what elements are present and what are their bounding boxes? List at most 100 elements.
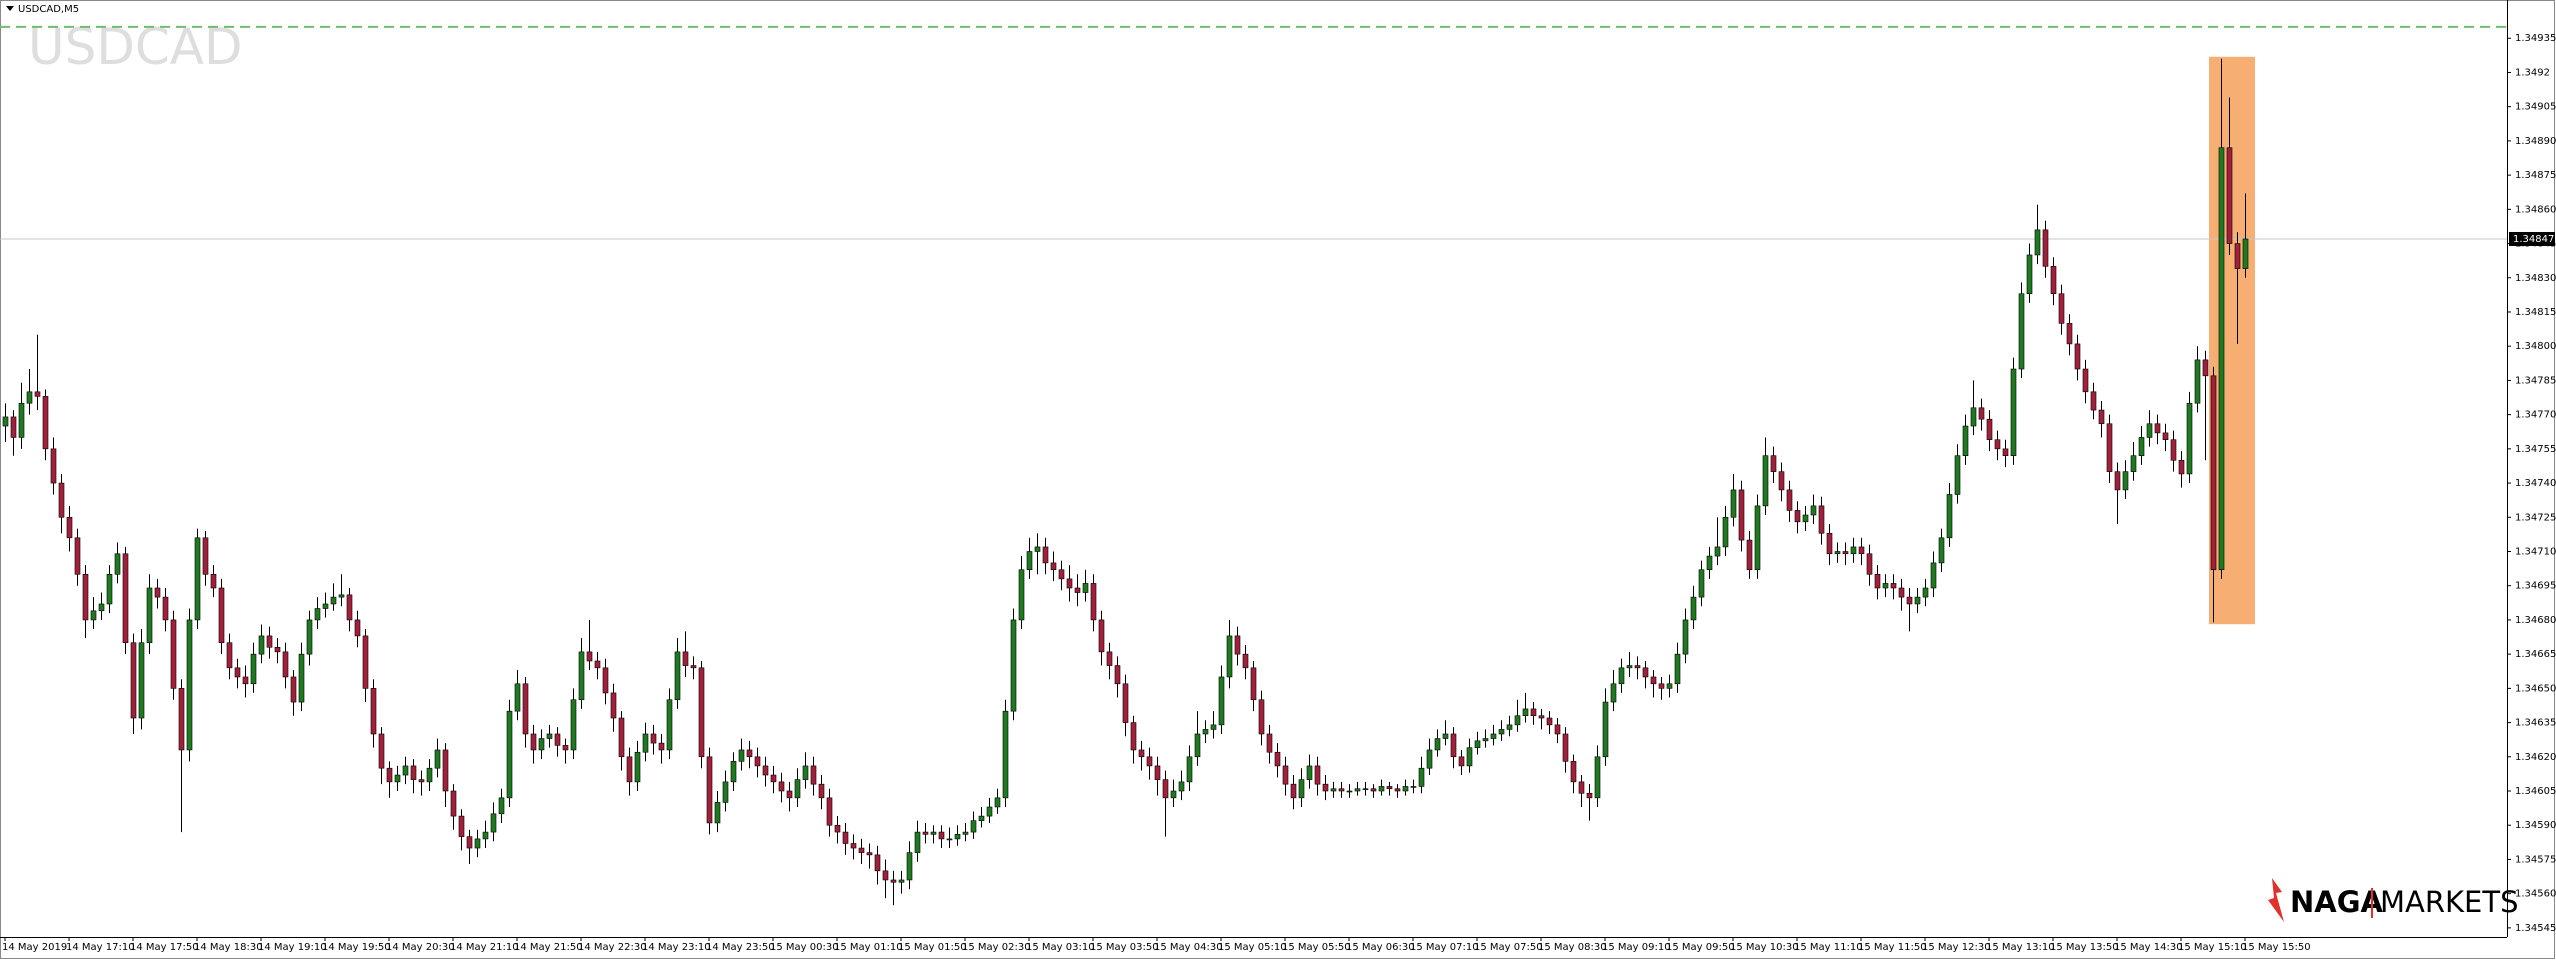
candle-body — [2066, 323, 2073, 345]
y-tick-label: 1.34905 — [2515, 102, 2556, 113]
candle-body — [1362, 788, 1369, 791]
candle-body — [578, 651, 585, 701]
y-tick-label: 1.34575 — [2515, 854, 2556, 865]
symbol-label: USDCAD,M5 — [18, 4, 79, 15]
x-tick-label: 15 May 14:30 — [2114, 942, 2183, 953]
candle-body — [346, 594, 353, 621]
candle-body — [690, 665, 697, 669]
candle-body — [1994, 439, 2001, 450]
candle-body — [2098, 409, 2105, 425]
candle-body — [218, 587, 225, 644]
candle-body — [1426, 749, 1433, 769]
candle-body — [1770, 455, 1777, 472]
candle-body — [2090, 391, 2097, 411]
candle-body — [2106, 423, 2113, 472]
candle-body — [410, 765, 417, 780]
x-tick-label: 15 May 05:10 — [1218, 942, 1287, 953]
candle-body — [946, 838, 953, 841]
candle-body — [1874, 574, 1881, 589]
candle-body — [1410, 786, 1417, 788]
candle-body — [482, 831, 489, 840]
candle-body — [1890, 583, 1897, 589]
candle-body — [938, 831, 945, 840]
candle-body — [434, 749, 441, 769]
candle-body — [1498, 729, 1505, 735]
candle-body — [306, 619, 313, 655]
candle-body — [2122, 471, 2129, 491]
candle-body — [1858, 546, 1865, 555]
candle-body — [1578, 781, 1585, 794]
candle-body — [922, 831, 929, 835]
candle-body — [746, 749, 753, 758]
candle-body — [1282, 765, 1289, 785]
candle-body — [866, 852, 873, 856]
candle-body — [1906, 596, 1913, 605]
candle-body — [58, 482, 65, 518]
candle-body — [1130, 722, 1137, 751]
candle-body — [1450, 733, 1457, 758]
candle-body — [1842, 551, 1849, 555]
candle-body — [1034, 546, 1041, 552]
candle-body — [122, 553, 129, 644]
candle-body — [1530, 708, 1537, 717]
candle-body — [202, 537, 209, 575]
candle-body — [1778, 471, 1785, 491]
candle-body — [330, 596, 337, 605]
candle-body — [370, 688, 377, 735]
candle-body — [2114, 471, 2121, 491]
candle-body — [378, 733, 385, 769]
candle-body — [1642, 667, 1649, 678]
candle-body — [74, 537, 81, 575]
candle-body — [1946, 494, 1953, 539]
candle-body — [2242, 238, 2249, 269]
candle-body — [890, 879, 897, 883]
candle-body — [930, 831, 937, 835]
menu-arrow[interactable] — [6, 6, 14, 11]
candle-body — [682, 651, 689, 666]
candle-body — [362, 635, 369, 689]
candle-body — [418, 779, 425, 783]
y-tick-label: 1.34695 — [2515, 581, 2556, 592]
candle-body — [1658, 683, 1665, 689]
y-tick-label: 1.34680 — [2515, 615, 2556, 626]
candle-body — [1050, 562, 1057, 571]
candle-body — [1298, 779, 1305, 799]
logo: NAGA MARKETS — [2268, 878, 2518, 922]
candle-body — [802, 765, 809, 780]
y-tick-label: 1.34725 — [2515, 512, 2556, 523]
candle-body — [1274, 751, 1281, 767]
candle-body — [1490, 733, 1497, 739]
candle-body — [2154, 423, 2161, 434]
candle-body — [1786, 489, 1793, 511]
candle-body — [2202, 359, 2209, 377]
candle-body — [714, 802, 721, 824]
candle-body — [1546, 717, 1553, 726]
candle-body — [858, 847, 865, 853]
candle-body — [1922, 587, 1929, 598]
candle-body — [954, 834, 961, 840]
candle-body — [1242, 653, 1249, 669]
candle-body — [2034, 229, 2041, 256]
candle-body — [906, 852, 913, 881]
candle-body — [2170, 439, 2177, 461]
candle-body — [442, 749, 449, 792]
candle-body — [2018, 293, 2025, 370]
candle-body — [730, 761, 737, 783]
candle-body — [1938, 537, 1945, 564]
candle-body — [1114, 665, 1121, 685]
y-tick-label: 1.34935 — [2515, 33, 2556, 44]
candle-body — [1634, 665, 1641, 669]
candle-body — [234, 667, 241, 678]
candle-body — [2138, 437, 2145, 456]
candle-body — [282, 651, 289, 678]
candle-body — [186, 619, 193, 751]
candle-body — [1746, 539, 1753, 571]
logo-icon — [2268, 878, 2284, 922]
candle-body — [2178, 459, 2185, 475]
x-tick-label: 15 May 00:30 — [770, 942, 839, 953]
logo-right: MARKETS — [2380, 885, 2518, 919]
candle-body — [1594, 756, 1601, 799]
candle-body — [1202, 729, 1209, 735]
candle-body — [1098, 619, 1105, 653]
